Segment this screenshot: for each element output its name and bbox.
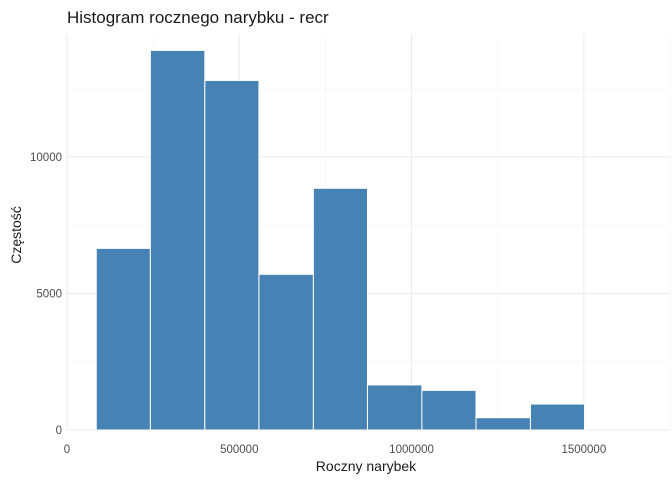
y-axis-title: Częstość bbox=[8, 206, 24, 264]
chart-title: Histogram rocznego narybku - recr bbox=[67, 8, 329, 27]
x-tick-label: 1000000 bbox=[389, 444, 434, 456]
histogram-bar-9 bbox=[529, 403, 586, 431]
histogram-bar-4 bbox=[258, 273, 314, 431]
histogram-bar-5 bbox=[312, 187, 368, 431]
bars bbox=[95, 49, 586, 431]
y-tick-label: 10000 bbox=[30, 152, 62, 164]
histogram-bar-7 bbox=[421, 389, 477, 431]
x-tick-label: 1500000 bbox=[561, 444, 606, 456]
histogram-bar-8 bbox=[475, 417, 531, 431]
y-axis-ticks: 0 5000 10000 bbox=[30, 152, 62, 437]
histogram-bar-1 bbox=[95, 247, 151, 431]
histogram-bar-3 bbox=[204, 79, 260, 431]
histogram-bar-6 bbox=[366, 384, 423, 431]
y-tick-label: 0 bbox=[56, 425, 62, 437]
x-tick-label: 500000 bbox=[220, 444, 258, 456]
histogram-bar-2 bbox=[149, 49, 206, 431]
x-axis-title: Roczny narybek bbox=[316, 458, 417, 474]
y-tick-label: 5000 bbox=[36, 288, 62, 300]
x-axis-ticks: 0 500000 1000000 1500000 bbox=[64, 444, 606, 456]
x-tick-label: 0 bbox=[64, 444, 70, 456]
